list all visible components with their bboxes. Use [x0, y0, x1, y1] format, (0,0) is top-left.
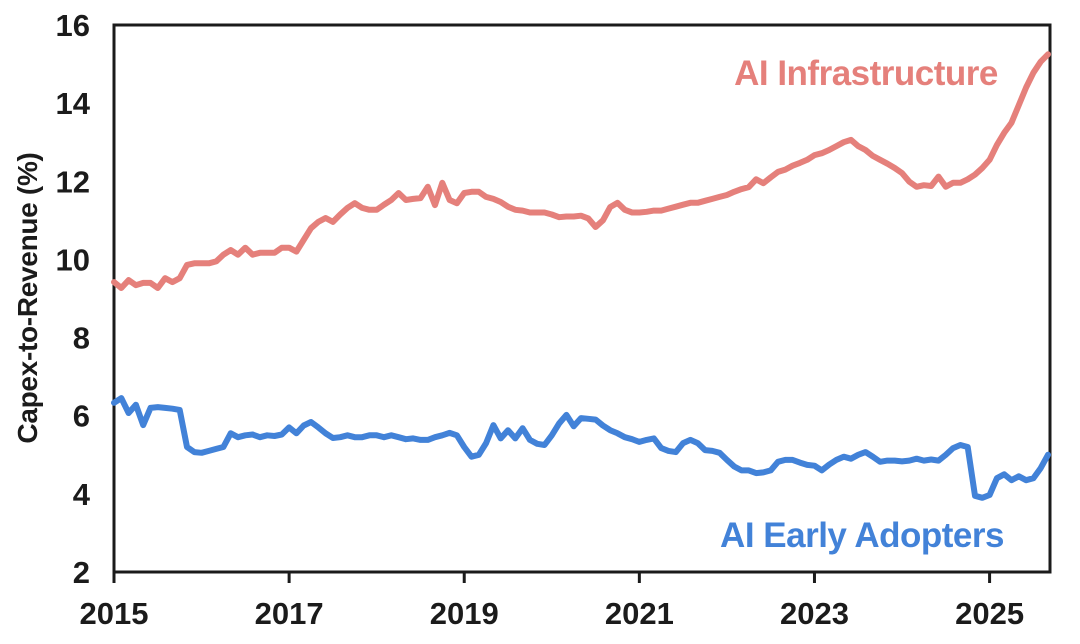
x-tick-label: 2015 — [80, 596, 149, 631]
y-tick-label: 6 — [73, 399, 90, 434]
series-lines-group — [111, 51, 1051, 501]
x-tick-label: 2023 — [780, 596, 849, 631]
ai-infrastructure-line — [111, 51, 1051, 291]
series-label-ai-early-adopters: AI Early Adopters — [720, 516, 1004, 555]
y-tick-label: 8 — [73, 321, 90, 356]
x-tick-label: 2019 — [430, 596, 499, 631]
y-tick-label: 12 — [56, 164, 90, 199]
y-tick-label: 2 — [73, 555, 90, 590]
plot-border — [112, 23, 1052, 574]
y-axis-label: Capex-to-Revenue (%) — [12, 152, 43, 444]
series-label-ai-infrastructure: AI Infrastructure — [734, 54, 998, 93]
plot-border-group — [112, 23, 1052, 574]
x-tick-label: 2025 — [955, 596, 1024, 631]
x-tick-label: 2021 — [605, 596, 674, 631]
y-tick-label: 10 — [56, 242, 90, 277]
ai-early-adopters-line — [111, 395, 1051, 501]
x-tick-label: 2017 — [255, 596, 324, 631]
y-tick-label: 16 — [56, 8, 90, 43]
tick-group: 2015 2017 2019 2021 2023 2025 2 4 6 8 10 12 14 16 — [56, 8, 1025, 631]
y-tick-label: 14 — [56, 86, 91, 121]
y-tick-label: 4 — [73, 477, 91, 512]
